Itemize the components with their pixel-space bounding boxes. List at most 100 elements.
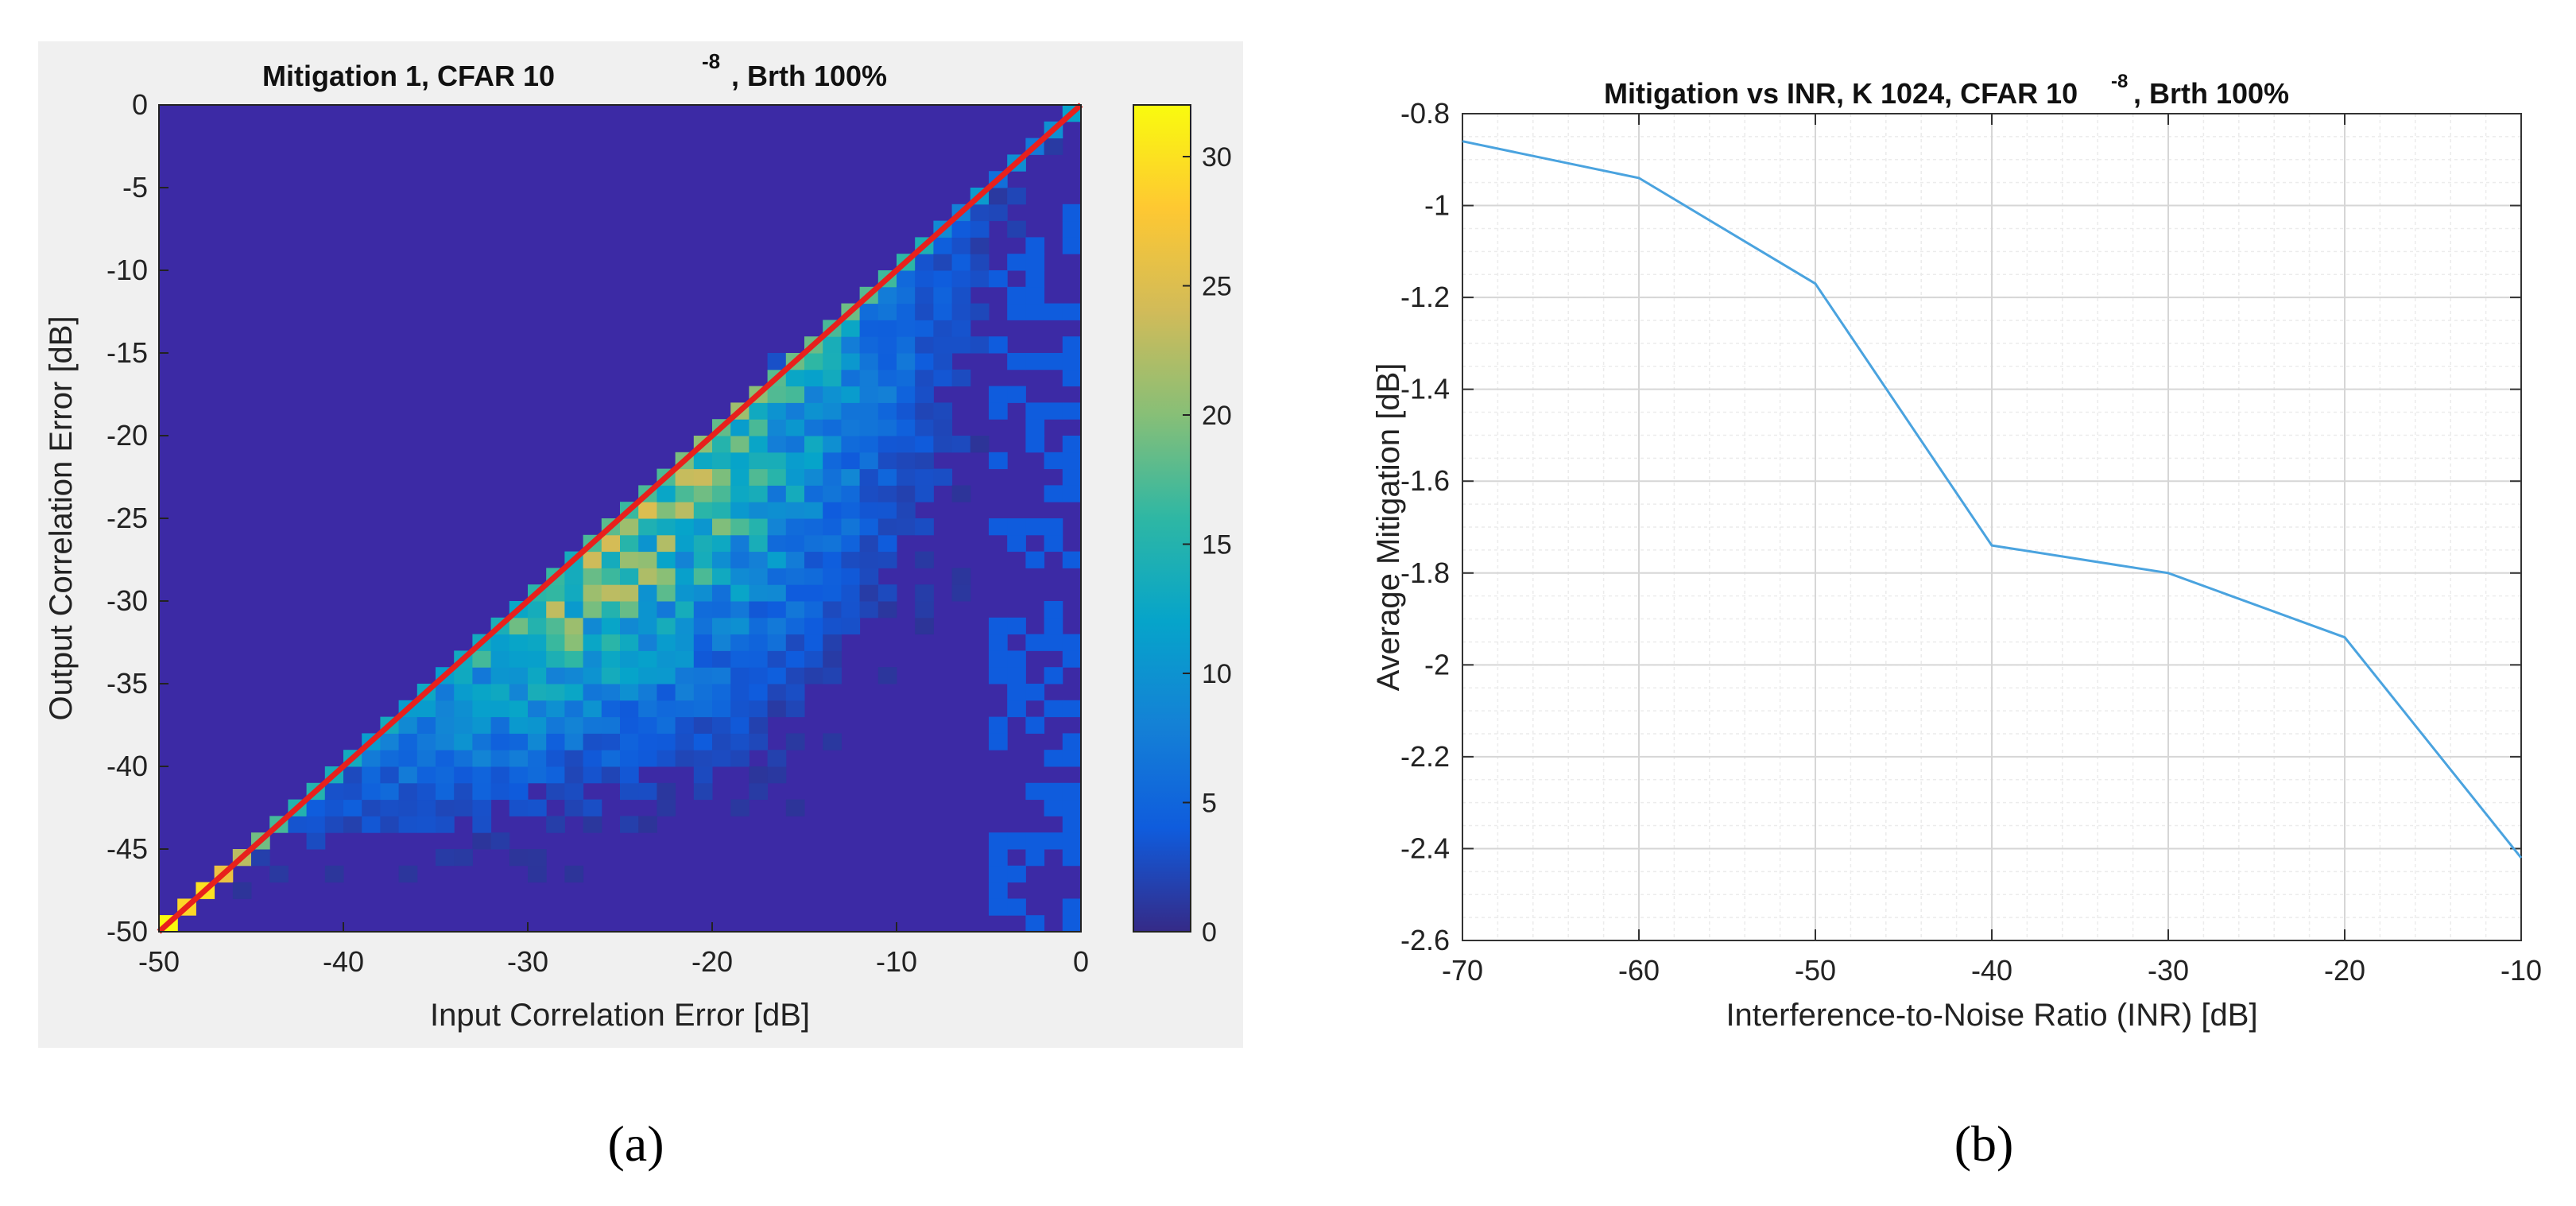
heatmap-cell [989,634,1008,651]
heatmap-cell [693,568,713,585]
heatmap-cell [638,782,657,801]
heatmap-cell [749,468,769,486]
heatmap-cell [638,502,657,519]
heatmap-cell [970,336,990,354]
heatmap-cell [785,733,805,750]
heatmap-cell [472,650,492,668]
heatmap-cell [749,733,769,750]
heatmap-cell [564,617,584,635]
heatmap-cell [785,667,805,684]
heatmap-cell [472,766,492,784]
heatmap-cell [675,716,695,734]
heatmap-cell [472,667,492,684]
heatmap-cell [1062,468,1082,486]
heatmap-cell [657,617,676,635]
heatmap-cell [546,733,565,750]
heatmap-cell [749,436,769,453]
heatmap-cell [324,782,344,801]
heatmap-cell [877,518,897,536]
line-y-axis: -0.8 -1 -1.2 -1.4 -1.6 -1.8 -2 -2.2 -2.4 -2.6 [1400,97,2521,956]
heatmap-cell [601,750,621,767]
heatmap-cell [1025,353,1045,370]
heatmap-cell [933,419,953,436]
heatmap-cell [583,799,602,816]
heatmap-cell [380,750,400,767]
heatmap-cell [823,650,842,668]
heatmap-cell [398,799,418,816]
heatmap-cell [730,650,750,668]
heatmap-cell [1007,832,1026,850]
heatmap-cell [730,468,750,486]
heatmap-cell [1025,286,1045,304]
line-y-axis-label: Average Mitigation [dB] [1371,363,1406,692]
heatmap-cell [1044,402,1063,420]
heatmap-cell [785,617,805,635]
heatmap-cell [638,650,657,668]
heatmap-cell [1025,436,1045,453]
line-x-tick-label: -20 [2324,954,2365,987]
heatmap-cell [472,733,492,750]
heatmap-cell [823,485,842,502]
heatmap-cell [951,320,971,337]
heatmap-cell [472,716,492,734]
heatmap-cell [712,551,731,568]
heatmap-cell [877,534,897,553]
heatmap-cell [436,816,455,833]
heatmap-cell [841,568,861,585]
heatmap-cell [749,782,769,801]
heatmap-cell [601,534,621,553]
line-panel: Mitigation vs INR, K 1024, CFAR 10 -8 , … [1371,71,2542,1172]
heatmap-cell [675,601,695,619]
heatmap-cell [601,617,621,635]
heatmap-cell [785,534,805,553]
heatmap-cell [398,766,418,784]
heatmap-cell [1062,750,1082,767]
heatmap-cell [749,452,769,470]
heatmap-cell [951,303,971,320]
heatmap-cell [785,369,805,387]
heatmap-cell [804,534,823,553]
heatmap-cell [1062,634,1082,651]
heatmap-cell [823,534,842,553]
heatmap-cell [583,601,602,619]
heatmap-cell [509,716,529,734]
heatmap-cell [509,766,529,784]
heatmap-cell [1062,204,1082,222]
heatmap-cell [638,750,657,767]
line-x-tick-label: -10 [2500,954,2542,987]
heatmap-cell [657,568,676,585]
heatmap-cell [509,750,529,767]
heatmap-cell [564,700,584,718]
heatmap-cell [638,568,657,585]
heatmap-cell [785,436,805,453]
heatmap-cell [564,750,584,767]
heatmap-title-exponent: -8 [702,49,720,73]
heatmap-cell [915,419,934,436]
heatmap-cell [859,386,879,403]
heatmap-cell [620,534,639,553]
heatmap-cell [269,865,289,883]
heatmap-cell [324,816,344,833]
heatmap-cell [638,518,657,536]
heatmap-cell [915,601,934,619]
heatmap-cell [601,551,621,568]
heatmap-cell [490,650,510,668]
heatmap-cell [841,386,861,403]
heatmap-cell [915,270,934,288]
heatmap-cell [730,584,750,602]
heatmap-cell [675,518,695,536]
line-title-exponent: -8 [2111,71,2128,92]
heatmap-cell [730,534,750,553]
heatmap-cell [546,617,565,635]
heatmap-cell [730,684,750,701]
heatmap-cell [380,816,400,833]
heatmap-cell [859,568,879,585]
heatmap-cell [933,468,953,486]
heatmap-cell [693,667,713,684]
heatmap-cell [416,816,436,833]
heatmap-cell [730,568,750,585]
heatmap-cell [897,485,916,502]
heatmap-cell [436,716,455,734]
heatmap-cell [785,634,805,651]
heatmap-cell [638,667,657,684]
